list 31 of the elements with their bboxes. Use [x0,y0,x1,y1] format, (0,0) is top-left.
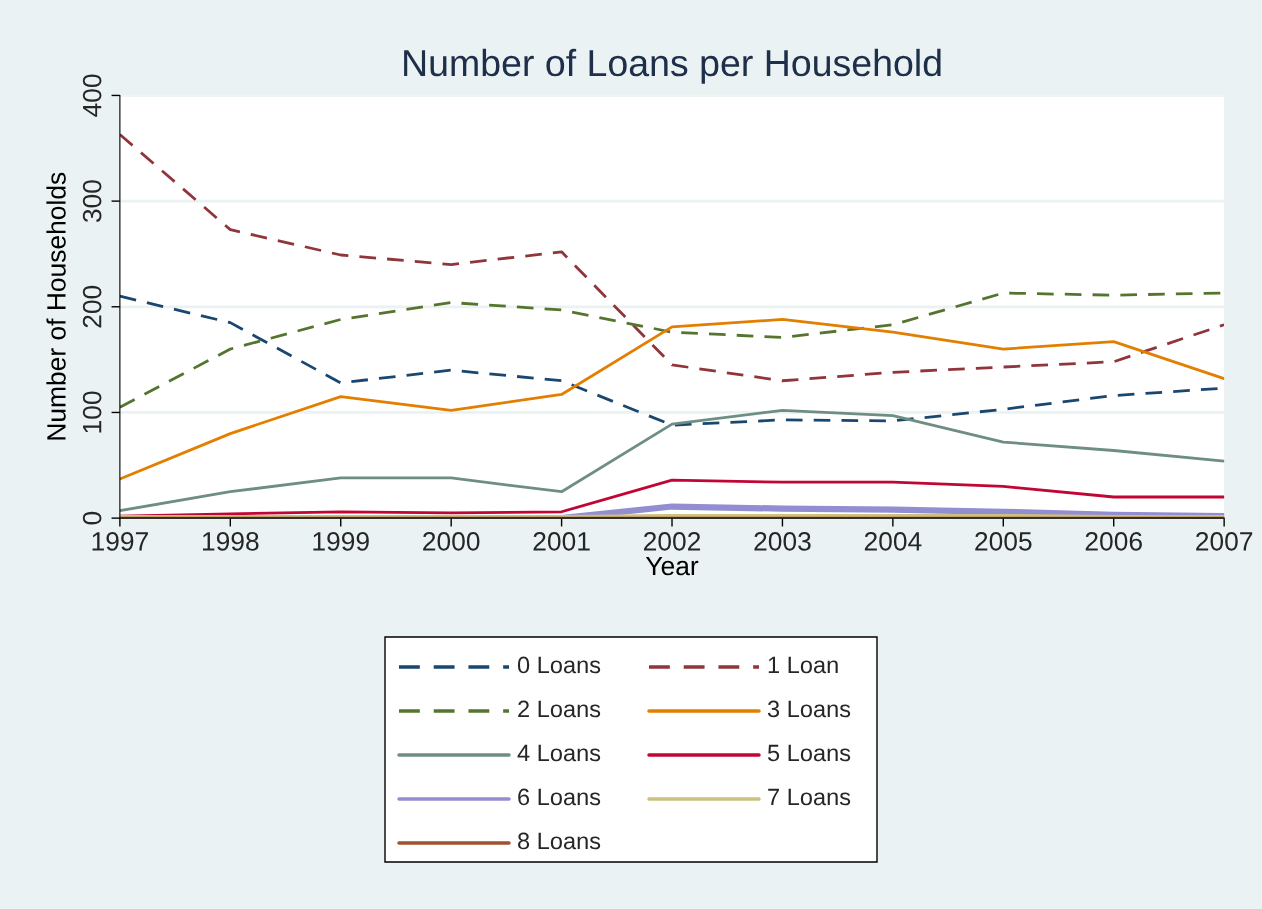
x-tick-label: 2003 [754,532,811,551]
line-series [119,318,1225,481]
x-axis-title: Year [645,556,699,576]
x-tick-label: 2006 [1085,532,1142,551]
line-series [119,408,1225,513]
y-axis-title: Number of Households [46,172,66,440]
x-tick-label: 2007 [1196,532,1253,551]
y-tick-label: 400 [82,74,102,117]
legend-label: 0 Loans [517,656,601,674]
x-tick-label: 2004 [864,532,922,551]
legend-label: 2 Loans [518,700,601,718]
legend-label: 3 Loans [767,700,851,718]
legend-label: 5 Loans [767,744,851,762]
y-tick-label: 100 [82,391,102,433]
x-tick-label: 1997 [92,532,148,551]
y-tick-label: 0 [82,511,102,525]
x-tick-label: 2000 [423,532,480,551]
x-tick-label: 1998 [202,532,259,551]
line-series [119,133,1225,383]
legend-label: 8 Loans [518,832,601,850]
y-tick-label: 200 [82,285,102,328]
x-tick-label: 2005 [975,532,1032,551]
chart-title: Number of Loans per Household [404,48,941,84]
x-tick-label: 2002 [643,532,701,551]
x-tick-label: 1999 [313,532,369,551]
legend-label: 1 Loan [768,656,838,674]
y-tick-label: 300 [82,180,102,223]
legend-label: 4 Loans [517,744,601,762]
legend-label: 6 Loans [518,788,601,806]
legend-label: 7 Loans [768,788,851,806]
x-tick-label: 2001 [533,532,590,551]
